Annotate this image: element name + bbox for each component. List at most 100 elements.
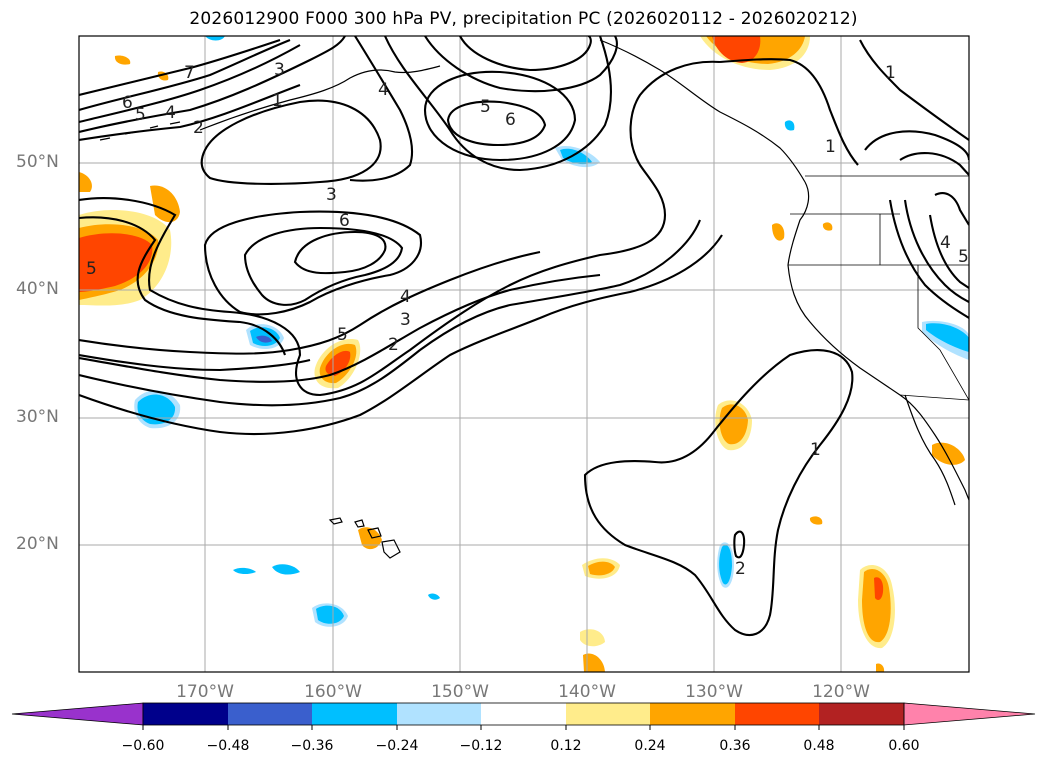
pv-contour-4-jet (79, 250, 541, 355)
coastlines (99, 39, 969, 559)
colorbar-segment (228, 703, 312, 725)
map-title: 2026012900 F000 300 hPa PV, precipitatio… (189, 9, 858, 29)
colorbar-tick-label: 0.12 (550, 738, 582, 754)
precip-neg-50n-core (560, 148, 592, 165)
map-area: 7 6 5 4 3 2 1 5 6 4 3 6 5 4 3 2 1 1 1 2 … (79, 36, 969, 672)
pv-label: 7 (184, 63, 195, 83)
precip-blob-north-inner (712, 36, 761, 63)
precip-neg-small4 (205, 36, 225, 41)
pv-label: 6 (122, 93, 133, 113)
lon-label: 150°W (431, 682, 489, 702)
precip-blob-se-core (862, 568, 891, 643)
lat-label: 50°N (16, 152, 59, 172)
pv-label: 5 (135, 105, 146, 125)
pv-label: 4 (378, 80, 389, 100)
pv-contour-1-ne (859, 39, 969, 141)
colorbar-tick-label: −0.12 (459, 738, 503, 754)
pv-contour-2-mid (79, 216, 286, 356)
pv-label: 6 (505, 110, 516, 130)
colorbar-segment (819, 703, 904, 725)
us-west-coast (787, 264, 969, 501)
precip-blob-nw (150, 185, 180, 223)
colorbar-frame (142, 702, 905, 726)
baja-coast (904, 394, 956, 506)
precip-blob-baja (932, 442, 965, 465)
colorbar-segment (566, 703, 650, 725)
precip-blob-small3 (822, 222, 833, 231)
pv-label: 1 (810, 440, 821, 460)
pv-contour-3-ne (899, 151, 969, 303)
precip-neg-ca-core (926, 323, 969, 352)
pv-contour-4-ne (928, 192, 969, 289)
colorbar-tick-label: −0.24 (375, 738, 419, 754)
pv-contour-6-inner (293, 230, 387, 275)
pv-contour-5-north (424, 36, 618, 93)
pv-contour-3-closed (200, 99, 382, 185)
pv-contour-2-west (79, 84, 301, 142)
colorbar-tick-label: 0.60 (888, 738, 920, 754)
pv-contour-6 (79, 39, 291, 112)
hawaii-islands (328, 517, 401, 559)
precip-blob-18n-core (588, 561, 615, 576)
lon-label: 170°W (176, 682, 234, 702)
precip-neg-small2 (272, 564, 300, 575)
pv-contour-labels: 7 6 5 4 3 2 1 5 6 4 3 6 5 4 3 2 1 1 1 2 … (86, 60, 969, 579)
pv-contour-3-jet (79, 273, 601, 383)
precip-neg-18n-core (719, 544, 732, 585)
pv-contour-1-east (719, 58, 859, 166)
colorbar-tick-label: 0.48 (803, 738, 835, 754)
lon-label: 120°W (812, 682, 870, 702)
bc-coast (787, 181, 810, 266)
colorbar-segment (397, 703, 481, 725)
pv-label: 2 (388, 335, 399, 355)
pv-label: 3 (400, 310, 411, 330)
lat-label: 40°N (16, 279, 59, 299)
pv-contour-6-closed (446, 100, 547, 147)
pv-label: 5 (337, 325, 348, 345)
pv-contour-1-jet (79, 234, 723, 436)
lat-label: 20°N (16, 534, 59, 554)
pv-contour-3-inner (203, 210, 423, 316)
colorbar-segment (735, 703, 819, 725)
precip-blob-hawaii (358, 527, 382, 550)
colorbar-tick-label: −0.36 (290, 738, 334, 754)
pv-contour-6-north (459, 36, 592, 72)
precip-blob-edge (79, 172, 92, 192)
pv-label: 5 (86, 259, 97, 279)
lon-label: 130°W (685, 682, 743, 702)
pv-label: 4 (400, 287, 411, 307)
precip-neg-small5 (784, 120, 795, 131)
pv-label: 5 (480, 97, 491, 117)
precip-neg-small3 (428, 593, 440, 600)
pv-label: 3 (326, 185, 337, 205)
precip-blob-160w-inner (325, 350, 351, 376)
colorbar-ticks (142, 725, 905, 730)
precip-neg-35n-inner (256, 335, 272, 343)
pv-label: 1 (825, 137, 836, 157)
precip-neg-small1 (233, 567, 256, 575)
pv-contour-4-north2 (384, 36, 613, 172)
pv-contour-4-inner (243, 226, 404, 306)
pv-label: 1 (272, 91, 283, 111)
colorbar-arrow-right (903, 702, 1036, 726)
colorbar-tick-label: 0.36 (719, 738, 751, 754)
precip-blob-small1 (114, 55, 131, 65)
pv-contour-5-closed (423, 70, 577, 162)
lat-label: 30°N (16, 407, 59, 427)
pv-label: 1 (885, 63, 896, 83)
pv-label: 4 (165, 103, 176, 123)
lon-label: 140°W (558, 682, 616, 702)
pv-label: 2 (735, 559, 746, 579)
colorbar-segment (143, 703, 228, 725)
colorbar-tick-label: −0.48 (206, 738, 250, 754)
pv-contour-1-south (583, 349, 854, 636)
precip-neg-15n-core (316, 605, 344, 624)
precip-blob-west-inner (79, 233, 153, 292)
pv-contour-4-mid (349, 36, 414, 182)
colorbar-segment (312, 703, 397, 725)
precip-blob-small5 (876, 663, 885, 672)
alaska-coast (199, 39, 806, 183)
precip-blob-small4 (809, 516, 823, 525)
map-gridlines (79, 36, 969, 672)
